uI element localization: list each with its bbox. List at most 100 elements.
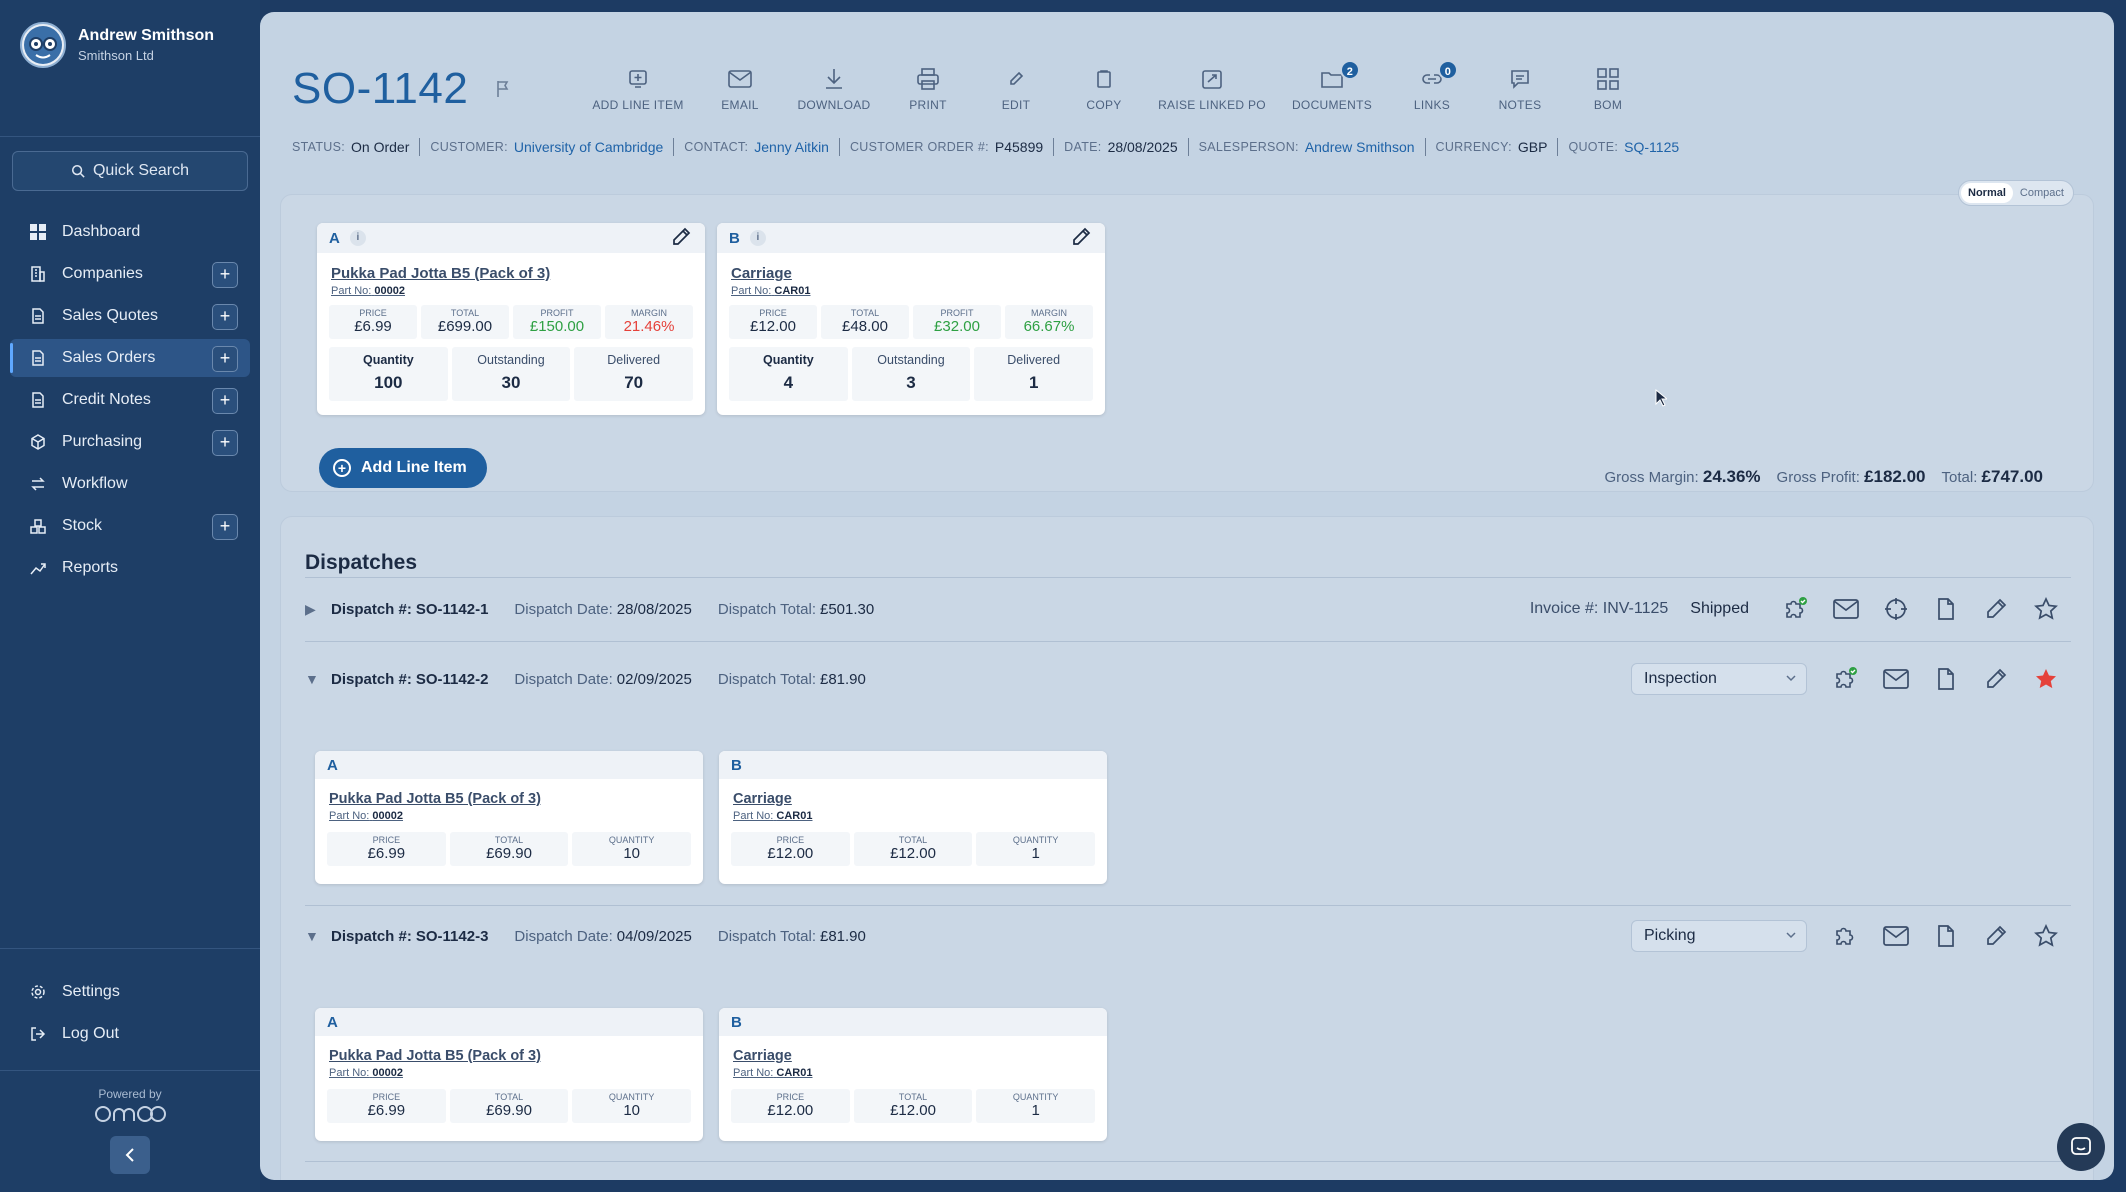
dispatch-actions: Inspection	[1631, 659, 2071, 699]
links-tool[interactable]: 0 LINKS	[1388, 60, 1476, 112]
dispatch-status-select[interactable]: Inspection	[1631, 663, 1807, 695]
dispatch-item-card[interactable]: A Pukka Pad Jotta B5 (Pack of 3) Part No…	[315, 1008, 703, 1141]
collapse-caret-icon[interactable]: ▼	[305, 671, 319, 687]
documents-tool[interactable]: 2 DOCUMENTS	[1276, 60, 1388, 112]
view-mode-toggle[interactable]: Normal Compact	[1958, 180, 2074, 206]
part-no[interactable]: Part No: 00002	[331, 285, 705, 297]
quick-search-button[interactable]: Quick Search	[12, 151, 248, 191]
info-icon[interactable]: i	[749, 230, 766, 246]
collapse-caret-icon[interactable]: ▼	[305, 928, 319, 944]
add-line-item-tool[interactable]: ADD LINE ITEM	[580, 64, 696, 112]
salesperson-link[interactable]: Andrew Smithson	[1304, 139, 1415, 155]
bom-tool[interactable]: BOM	[1564, 64, 1652, 112]
document-icon[interactable]	[1921, 659, 1971, 699]
product-name-link[interactable]: Carriage	[733, 791, 792, 807]
product-name-link[interactable]: Pukka Pad Jotta B5 (Pack of 3)	[329, 1048, 541, 1064]
add-purchase-button[interactable]: +	[212, 430, 238, 456]
customer-link[interactable]: University of Cambridge	[513, 139, 664, 155]
add-line-item-button[interactable]: + Add Line Item	[319, 448, 487, 488]
dispatch-item-card[interactable]: B Carriage Part No: CAR01 PRICE £12.00 TO…	[719, 751, 1107, 884]
product-name-link[interactable]: Pukka Pad Jotta B5 (Pack of 3)	[329, 791, 541, 807]
product-name-link[interactable]: Pukka Pad Jotta B5 (Pack of 3)	[331, 265, 551, 282]
part-no[interactable]: Part No: 00002	[329, 1067, 703, 1079]
add-credit-note-button[interactable]: +	[212, 388, 238, 414]
download-tool[interactable]: DOWNLOAD	[784, 64, 884, 112]
document-icon[interactable]	[1921, 589, 1971, 629]
info-icon[interactable]: i	[349, 230, 366, 246]
expand-caret-icon[interactable]: ▶	[305, 600, 316, 617]
line-item-card[interactable]: A i Pukka Pad Jotta B5 (Pack of 3) Part …	[317, 223, 705, 415]
part-no[interactable]: Part No: CAR01	[733, 1067, 1107, 1079]
nav-item-stock[interactable]: Stock +	[10, 507, 250, 545]
add-company-button[interactable]: +	[212, 262, 238, 288]
chat-launcher-button[interactable]	[2057, 1123, 2105, 1171]
nav-item-dashboard[interactable]: Dashboard	[10, 213, 250, 251]
star-icon[interactable]	[2021, 589, 2071, 629]
nav-item-reports[interactable]: Reports	[10, 549, 250, 587]
flag-icon[interactable]	[496, 80, 510, 103]
nav-item-companies[interactable]: Companies +	[10, 255, 250, 293]
order-totals: Gross Margin: 24.36% Gross Profit: £182.…	[1588, 467, 2043, 487]
nav-item-settings[interactable]: Settings	[10, 973, 250, 1011]
part-no-label: Part No:	[733, 810, 774, 822]
dispatch-row[interactable]: ▼ Dispatch #: SO-1142-2 Dispatch Date: 0…	[305, 659, 2071, 699]
part-no[interactable]: Part No: CAR01	[731, 285, 1105, 297]
pencil-icon[interactable]	[1071, 227, 1091, 252]
puzzle-check-icon[interactable]	[1821, 659, 1871, 699]
crosshair-icon[interactable]	[1871, 589, 1921, 629]
pencil-icon[interactable]	[671, 227, 691, 252]
raise-linked-po-tool[interactable]: RAISE LINKED PO	[1148, 64, 1276, 112]
notes-tool[interactable]: NOTES	[1476, 64, 1564, 112]
product-name-link[interactable]: Carriage	[733, 1048, 792, 1064]
puzzle-check-icon[interactable]	[1771, 589, 1821, 629]
dispatch-row[interactable]: ▶ Dispatch #: SO-1142-1 Dispatch Date: 2…	[305, 589, 2071, 629]
print-tool[interactable]: PRINT	[884, 64, 972, 112]
pencil-icon[interactable]	[1971, 916, 2021, 956]
envelope-icon[interactable]	[1821, 589, 1871, 629]
invoice-link[interactable]: Invoice #: INV-1125	[1529, 600, 1669, 617]
divider	[1557, 138, 1559, 156]
pencil-icon[interactable]	[1971, 659, 2021, 699]
tool-label: NOTES	[1498, 98, 1542, 112]
puzzle-icon[interactable]	[1821, 916, 1871, 956]
user-profile[interactable]: Andrew Smithson Smithson Ltd	[20, 22, 214, 68]
nav-item-workflow[interactable]: Workflow	[10, 465, 250, 503]
contact-link[interactable]: Jenny Aitkin	[754, 139, 829, 155]
star-icon[interactable]	[2021, 916, 2071, 956]
add-sales-quote-button[interactable]: +	[212, 304, 238, 330]
nav-item-sales-orders[interactable]: Sales Orders +	[10, 339, 250, 377]
envelope-icon[interactable]	[1871, 659, 1921, 699]
nav-item-purchasing[interactable]: Purchasing +	[10, 423, 250, 461]
quantity-box: Quantity 4	[729, 347, 848, 401]
collapse-sidebar-button[interactable]	[110, 1136, 150, 1174]
part-no[interactable]: Part No: CAR01	[733, 810, 1107, 822]
envelope-icon[interactable]	[1871, 916, 1921, 956]
document-icon[interactable]	[1921, 916, 1971, 956]
nav-item-logout[interactable]: Log Out	[10, 1015, 250, 1053]
line-item-card[interactable]: B i Carriage Part No: CAR01 PRICE £12.00 …	[717, 223, 1105, 415]
copy-tool[interactable]: COPY	[1060, 64, 1148, 112]
dispatch-item-card[interactable]: A Pukka Pad Jotta B5 (Pack of 3) Part No…	[315, 751, 703, 884]
dispatch-status-select[interactable]: Picking	[1631, 920, 1807, 952]
status-value: On Order	[351, 139, 410, 155]
add-stock-button[interactable]: +	[212, 514, 238, 540]
contact-label: CONTACT:	[684, 140, 749, 154]
divider	[0, 948, 260, 949]
quote-link[interactable]: SQ-1125	[1624, 139, 1680, 155]
add-sales-order-button[interactable]: +	[212, 346, 238, 372]
view-compact-option[interactable]: Compact	[2019, 187, 2064, 199]
star-filled-icon[interactable]	[2021, 659, 2071, 699]
nav-item-sales-quotes[interactable]: Sales Quotes +	[10, 297, 250, 335]
dispatch-total-label: Dispatch Total:	[717, 670, 816, 688]
dispatch-row[interactable]: ▼ Dispatch #: SO-1142-3 Dispatch Date: 0…	[305, 916, 2071, 956]
email-tool[interactable]: EMAIL	[696, 64, 784, 112]
product-name-link[interactable]: Carriage	[731, 265, 792, 282]
dispatch-item-card[interactable]: B Carriage Part No: CAR01 PRICE £12.00 TO…	[719, 1008, 1107, 1141]
dispatch-actions: Picking	[1631, 916, 2071, 956]
edit-tool[interactable]: EDIT	[972, 64, 1060, 112]
part-no-value: CAR01	[774, 285, 811, 297]
view-normal-option[interactable]: Normal	[1961, 183, 2013, 203]
part-no[interactable]: Part No: 00002	[329, 810, 703, 822]
pencil-icon[interactable]	[1971, 589, 2021, 629]
nav-item-credit-notes[interactable]: Credit Notes +	[10, 381, 250, 419]
